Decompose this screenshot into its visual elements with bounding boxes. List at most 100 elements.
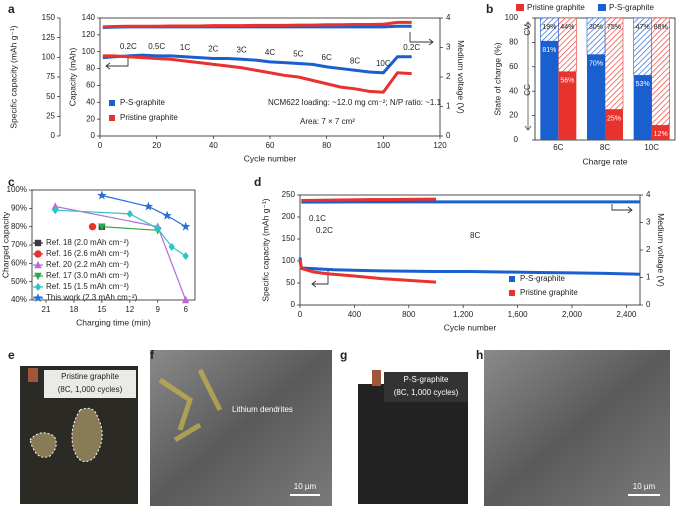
y-tick-label: 20 <box>509 111 518 120</box>
x-tick-label: 0 <box>298 310 303 319</box>
value-label: 75% <box>607 24 621 31</box>
marker <box>33 293 43 303</box>
value-label: 88% <box>654 24 668 31</box>
value-label: 70% <box>589 60 603 67</box>
y2-tick-label: 4 <box>446 13 451 22</box>
rate-label: 2C <box>208 45 218 54</box>
y-tick-label: 250 <box>282 190 296 199</box>
phase-label: CC <box>523 84 532 96</box>
y-tick-label: 100% <box>7 185 27 194</box>
x-tick-label: 6 <box>183 305 188 314</box>
panel-letter: e <box>8 348 15 362</box>
axis-label: State of charge (%) <box>492 42 502 115</box>
axis-label: Charged capacity <box>0 211 10 278</box>
scale-bar-label: 10 µm <box>294 482 317 491</box>
y2-tick-label: 1 <box>646 273 651 282</box>
y2-tick-label: 3 <box>646 218 651 227</box>
y-tick-label: 60% <box>11 258 27 267</box>
marker <box>34 283 42 291</box>
marker <box>180 221 191 231</box>
photo-g <box>358 370 468 504</box>
annotation: 8C <box>470 231 480 240</box>
panel-letter: d <box>254 175 261 189</box>
y-tick-label: 80% <box>11 222 27 231</box>
axis-label: Cycle number <box>444 322 497 332</box>
axis-label: Medium voltage (V) <box>456 40 466 114</box>
outer-tick-label: 150 <box>42 13 56 22</box>
value-label: 47% <box>636 24 650 31</box>
y-tick-label: 140 <box>82 13 96 22</box>
caption: Pristine graphite <box>61 372 119 381</box>
marker <box>88 222 97 231</box>
outer-tick-label: 25 <box>46 111 55 120</box>
caption: (8C, 1,000 cycles) <box>394 388 459 397</box>
marker <box>97 190 107 200</box>
legend-label: Ref. 18 (2.0 mAh cm⁻²) <box>46 238 129 247</box>
rate-label: 8C <box>350 56 360 65</box>
y-tick-label: 80 <box>86 64 95 73</box>
x-tick-label: 18 <box>69 305 78 314</box>
value-label: 25% <box>607 115 621 122</box>
marker <box>126 209 133 218</box>
y-tick-label: 50% <box>11 277 27 286</box>
legend-label: Ref. 16 (2.6 mAh cm⁻²) <box>46 249 129 258</box>
caption: P-S-graphite <box>404 375 449 384</box>
axis-label: Specific capacity (mAh g⁻¹) <box>8 25 18 128</box>
arrows <box>105 21 633 288</box>
rate-label: 4C <box>265 48 275 57</box>
marker <box>143 201 154 211</box>
y2-tick-label: 0 <box>646 300 651 309</box>
bar-cc <box>633 75 652 140</box>
sem-h <box>484 350 670 506</box>
rate-label: 6C <box>322 53 332 62</box>
outer-tick-label: 125 <box>42 33 56 42</box>
bar-cv <box>586 17 606 55</box>
y-tick-label: 100 <box>505 13 519 22</box>
caption: Lithium dendrites <box>232 405 293 414</box>
series-line <box>102 20 412 29</box>
series-line <box>298 257 641 276</box>
x-tick-label: 10C <box>644 143 659 152</box>
legend-label: This work (2.3 mAh cm⁻²) <box>46 293 138 302</box>
rate-label: 0.5C <box>148 42 165 51</box>
legend-label: P-S-graphite <box>609 3 654 12</box>
photo-e <box>20 366 138 504</box>
x-tick-label: 15 <box>97 305 106 314</box>
bar-cc <box>587 54 605 140</box>
y-tick-label: 40 <box>86 97 95 106</box>
y2-tick-label: 3 <box>446 43 451 52</box>
bar-cv <box>633 17 652 76</box>
y-tick-label: 0 <box>291 300 296 309</box>
legend-label: Ref. 20 (2.2 mAh cm⁻²) <box>46 260 129 269</box>
x-tick-label: 1,600 <box>508 310 529 319</box>
axis-label: Specific capacity (mAh g⁻¹) <box>260 198 270 301</box>
x-tick-label: 80 <box>322 141 331 150</box>
annotation: 0.1C <box>309 214 326 223</box>
panel-letter: h <box>476 348 483 362</box>
marker <box>162 210 172 220</box>
y-tick-label: 0 <box>514 135 519 144</box>
marker <box>154 224 161 233</box>
plot-frame <box>299 194 641 306</box>
legend-swatch <box>516 4 524 11</box>
legend-label: Ref. 17 (3.0 mAh cm⁻²) <box>46 271 129 280</box>
legend-swatch <box>109 100 115 106</box>
legend-label: Pristine graphite <box>520 288 578 297</box>
x-tick-label: 12 <box>125 305 134 314</box>
x-tick-label: 21 <box>42 305 51 314</box>
annotation: Area: 7 × 7 cm² <box>300 117 355 126</box>
legend-label: Pristine graphite <box>120 113 178 122</box>
y-tick-label: 50 <box>286 278 295 287</box>
marker <box>181 295 190 304</box>
marker <box>182 252 189 260</box>
y-tick-label: 40% <box>11 295 27 304</box>
series-line <box>102 53 412 75</box>
x-tick-label: 100 <box>377 141 391 150</box>
x-tick-label: 6C <box>553 143 563 152</box>
x-tick-label: 2,000 <box>562 310 583 319</box>
rate-label: 3C <box>237 45 247 54</box>
y-tick-label: 200 <box>282 212 296 221</box>
axis-label: Capacity (mAh) <box>67 48 77 107</box>
axis-label: Cycle number <box>244 153 297 163</box>
